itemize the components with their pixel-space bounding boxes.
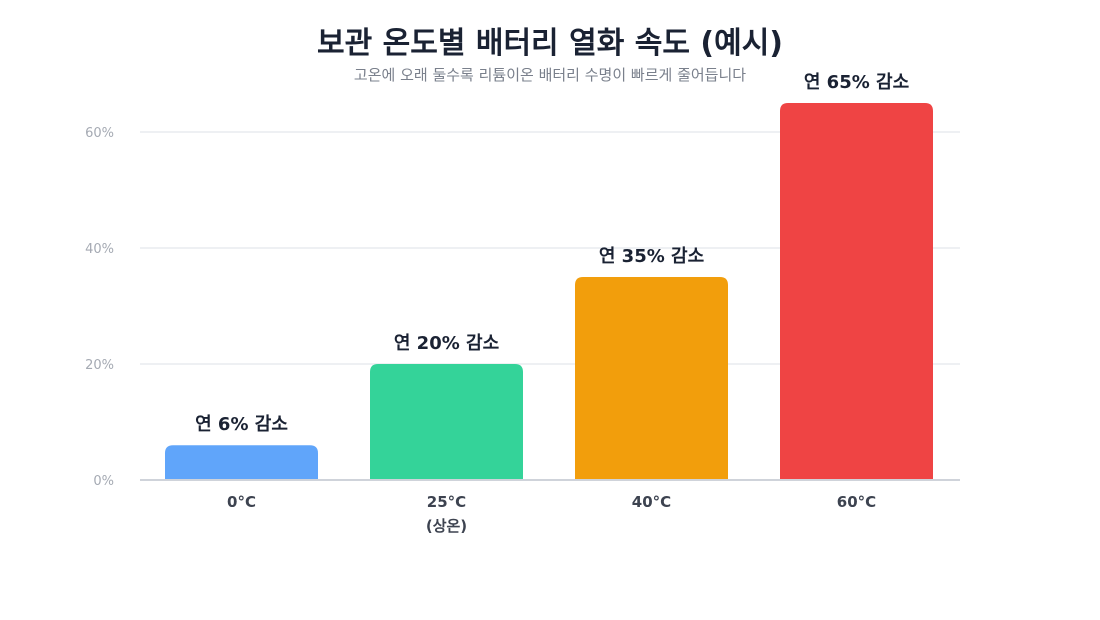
data-label: 연 20% 감소 <box>394 333 499 354</box>
chart-subtitle: 고온에 오래 둘수록 리튬이온 배터리 수명이 빠르게 줄어듭니다 <box>353 66 747 84</box>
data-label: 연 65% 감소 <box>804 72 909 93</box>
bar <box>780 103 933 480</box>
x-tick-label: 40°C <box>632 493 671 511</box>
chart-title: 보관 온도별 배터리 열화 속도 (예시) <box>316 26 784 61</box>
x-tick-label: 0°C <box>227 493 256 511</box>
bar <box>370 364 523 480</box>
y-tick-label: 60% <box>85 126 114 141</box>
y-tick-label: 40% <box>85 242 114 257</box>
data-label: 연 35% 감소 <box>599 246 704 267</box>
x-tick-label: (상온) <box>426 517 467 535</box>
bar <box>165 445 318 480</box>
y-tick-label: 0% <box>93 474 114 489</box>
x-tick-label: 25°C <box>427 493 466 511</box>
x-tick-label: 60°C <box>837 493 876 511</box>
data-label: 연 6% 감소 <box>195 414 288 435</box>
bar <box>575 277 728 480</box>
y-tick-label: 20% <box>85 358 114 373</box>
